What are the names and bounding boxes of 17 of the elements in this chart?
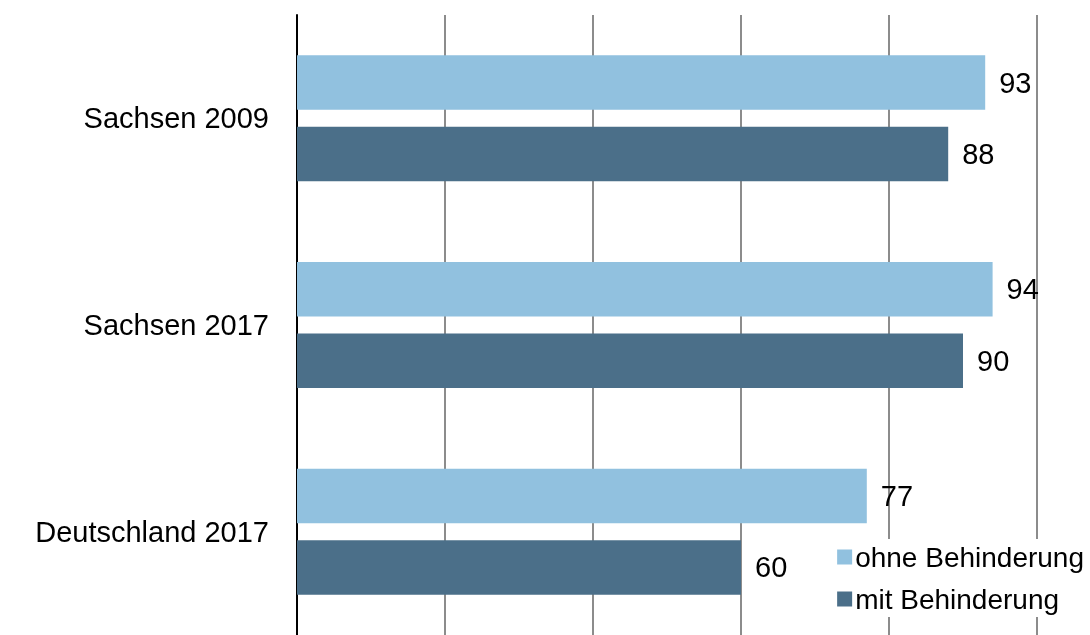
y-tick-label: Sachsen 2009 <box>83 102 269 135</box>
data-label: 93 <box>999 66 1032 99</box>
y-tick-label: Sachsen 2017 <box>83 309 269 341</box>
bar <box>297 540 741 595</box>
data-label: 77 <box>880 479 914 512</box>
y-tick-label: Deutschland 2017 <box>35 515 269 548</box>
data-label: 60 <box>755 551 788 584</box>
bar <box>297 126 949 182</box>
legend-label: mit Behinderung <box>855 583 1060 615</box>
bar <box>297 55 986 110</box>
bar <box>297 468 867 524</box>
legend-label: ohne Behinderung <box>855 541 1085 573</box>
data-label: 88 <box>962 138 995 171</box>
bar <box>297 333 963 389</box>
data-label: 90 <box>977 344 1010 377</box>
data-label: 94 <box>1006 273 1039 306</box>
bar <box>297 261 993 317</box>
